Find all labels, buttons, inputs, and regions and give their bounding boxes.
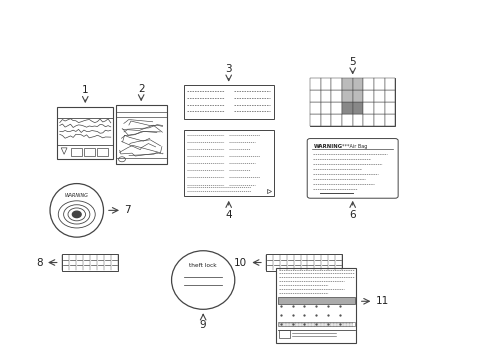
Bar xyxy=(320,90,331,102)
Bar xyxy=(363,114,373,126)
Bar xyxy=(309,114,320,126)
Bar xyxy=(84,148,95,156)
Text: 7: 7 xyxy=(123,205,130,215)
Bar xyxy=(373,90,384,102)
Bar xyxy=(320,78,331,90)
Bar xyxy=(277,297,354,304)
Bar xyxy=(57,107,113,158)
Text: 2: 2 xyxy=(138,84,144,94)
Bar xyxy=(331,90,341,102)
Bar xyxy=(384,78,394,90)
Bar xyxy=(352,114,363,126)
Text: WARNING: WARNING xyxy=(65,193,88,198)
Bar xyxy=(309,102,320,114)
Text: theft lock: theft lock xyxy=(189,263,217,268)
Text: 9: 9 xyxy=(200,320,206,330)
Bar xyxy=(71,148,81,156)
Text: 5: 5 xyxy=(348,57,355,67)
Bar xyxy=(352,90,363,102)
Bar xyxy=(276,267,356,342)
Bar xyxy=(62,254,118,271)
Text: 8: 8 xyxy=(36,257,42,267)
Bar xyxy=(116,105,166,164)
Bar xyxy=(97,148,108,156)
Bar xyxy=(352,78,363,90)
Bar xyxy=(331,102,341,114)
Bar xyxy=(384,114,394,126)
Circle shape xyxy=(72,211,81,217)
Text: 4: 4 xyxy=(225,210,231,220)
Text: ***Air Bag: ***Air Bag xyxy=(341,144,366,149)
Bar xyxy=(279,330,289,338)
Bar xyxy=(183,85,273,119)
Bar xyxy=(341,90,352,102)
FancyBboxPatch shape xyxy=(306,139,397,198)
Bar xyxy=(373,78,384,90)
Bar xyxy=(266,254,341,271)
Text: 1: 1 xyxy=(82,85,88,95)
Bar xyxy=(363,102,373,114)
Text: WARNING: WARNING xyxy=(313,144,343,149)
Text: 6: 6 xyxy=(348,210,355,220)
Text: 3: 3 xyxy=(225,64,231,74)
Text: 11: 11 xyxy=(375,296,388,306)
Text: 10: 10 xyxy=(233,257,246,267)
Bar xyxy=(341,102,352,114)
Bar xyxy=(320,102,331,114)
Bar xyxy=(384,90,394,102)
Bar xyxy=(341,78,352,90)
Bar xyxy=(341,114,352,126)
Bar xyxy=(384,102,394,114)
Bar xyxy=(331,114,341,126)
Bar xyxy=(363,90,373,102)
Bar xyxy=(373,102,384,114)
Bar xyxy=(277,322,354,326)
Ellipse shape xyxy=(171,251,234,309)
Ellipse shape xyxy=(50,184,103,237)
Bar xyxy=(183,130,273,196)
Bar xyxy=(309,78,394,126)
Bar xyxy=(352,102,363,114)
Bar xyxy=(373,114,384,126)
Bar xyxy=(331,78,341,90)
Bar xyxy=(320,114,331,126)
Bar xyxy=(363,78,373,90)
Bar xyxy=(309,78,320,90)
Bar xyxy=(309,90,320,102)
Bar xyxy=(184,291,222,297)
